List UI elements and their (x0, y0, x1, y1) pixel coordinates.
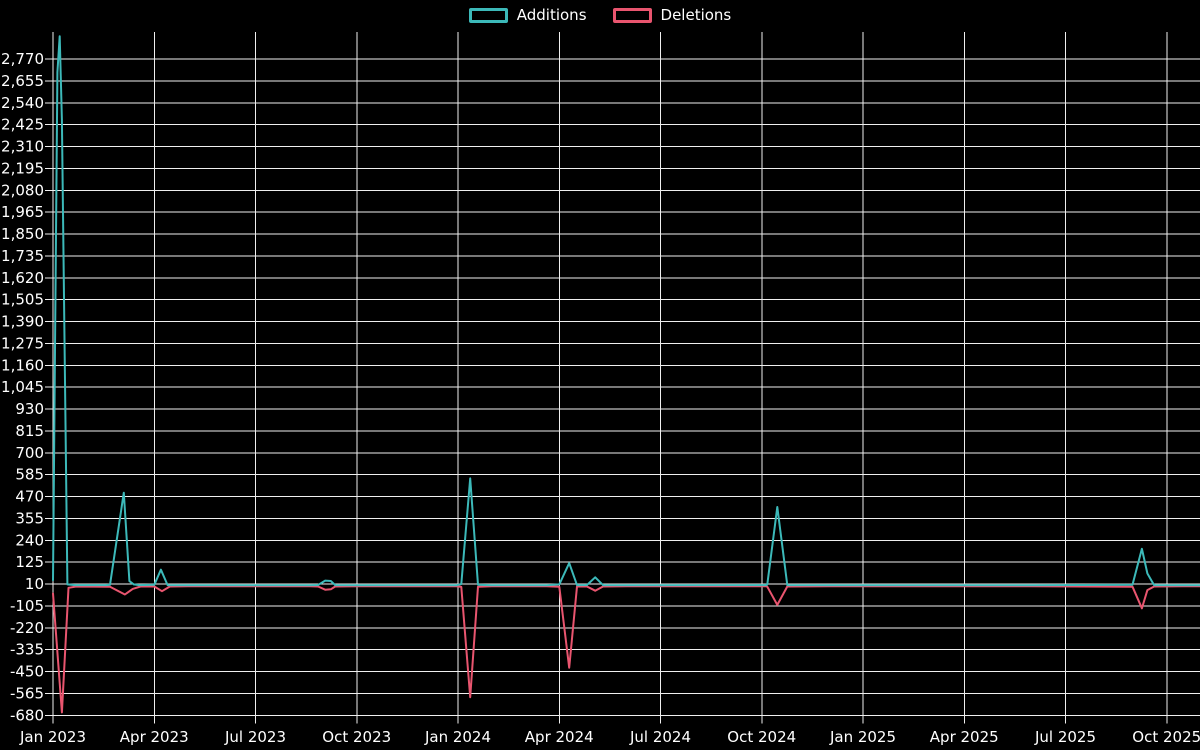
x-tick-label: Apr 2024 (525, 728, 594, 746)
y-tick-label: 1,160 (1, 356, 44, 374)
y-tick-label: 2,655 (1, 72, 44, 90)
y-tick-label: 1,390 (1, 313, 44, 331)
y-tick-label: 1,620 (1, 269, 44, 287)
y-tick-label: 1,965 (1, 203, 44, 221)
chart-legend: Additions Deletions (0, 6, 1200, 24)
y-tick-label: 1,045 (1, 378, 44, 396)
y-tick-label: 2,310 (1, 138, 44, 156)
y-tick-label: 355 (15, 509, 44, 527)
y-tick-label: 470 (15, 488, 44, 506)
y-tick-label: -565 (10, 684, 44, 702)
x-tick-label: Jul 2023 (224, 728, 286, 746)
x-tick-label: Oct 2024 (727, 728, 796, 746)
y-tick-label: -220 (10, 619, 44, 637)
y-tick-label: 1,850 (1, 225, 44, 243)
y-tick-label: 2,080 (1, 181, 44, 199)
x-axis-labels: Jan 2023 Apr 2023 Jul 2023 Oct 2023 Jan 2024… (19, 728, 1200, 746)
y-tick-label: 2,195 (1, 159, 44, 177)
y-tick-label: -335 (10, 641, 44, 659)
y-tick-label: 2,425 (1, 116, 44, 134)
y-tick-label: -450 (10, 663, 44, 681)
y-tick-label: 1,275 (1, 334, 44, 352)
x-tick-label: Jan 2024 (424, 728, 491, 746)
grid (45, 32, 1200, 724)
y-tick-label: 700 (15, 444, 44, 462)
y-tick-label: 1,505 (1, 291, 44, 309)
x-tick-label: Jul 2025 (1034, 728, 1096, 746)
legend-item-deletions[interactable]: Deletions (612, 6, 732, 24)
y-tick-label: 2,540 (1, 94, 44, 112)
y-tick-label: 585 (15, 466, 44, 484)
x-tick-label: Jan 2025 (829, 728, 896, 746)
y-tick-label: 815 (15, 422, 44, 440)
x-tick-label: Oct 2025 (1132, 728, 1200, 746)
legend-label-deletions: Deletions (660, 6, 732, 24)
x-tick-label: Jan 2023 (19, 728, 86, 746)
additions-swatch-icon (468, 7, 508, 23)
x-tick-label: Oct 2023 (322, 728, 391, 746)
y-tick-label: 10 (25, 575, 44, 593)
x-tick-label: Apr 2025 (930, 728, 999, 746)
y-tick-label: 930 (15, 400, 44, 418)
series-lines (52, 35, 1200, 714)
deletions-swatch-icon (612, 7, 652, 23)
x-tick-label: Jul 2024 (629, 728, 691, 746)
x-tick-label: Apr 2023 (120, 728, 189, 746)
y-tick-label: -105 (10, 597, 44, 615)
y-tick-label: 1,735 (1, 247, 44, 265)
y-tick-label: -680 (10, 706, 44, 724)
y-tick-label: 2,770 (1, 50, 44, 68)
y-axis-labels: 2,770 2,655 2,540 2,425 2,310 2,195 2,080 1,965… (1, 50, 44, 724)
additions-line (52, 35, 1200, 587)
y-tick-label: 240 (15, 531, 44, 549)
y-tick-label: 125 (15, 553, 44, 571)
legend-item-additions[interactable]: Additions (468, 6, 587, 24)
legend-label-additions: Additions (516, 6, 587, 24)
